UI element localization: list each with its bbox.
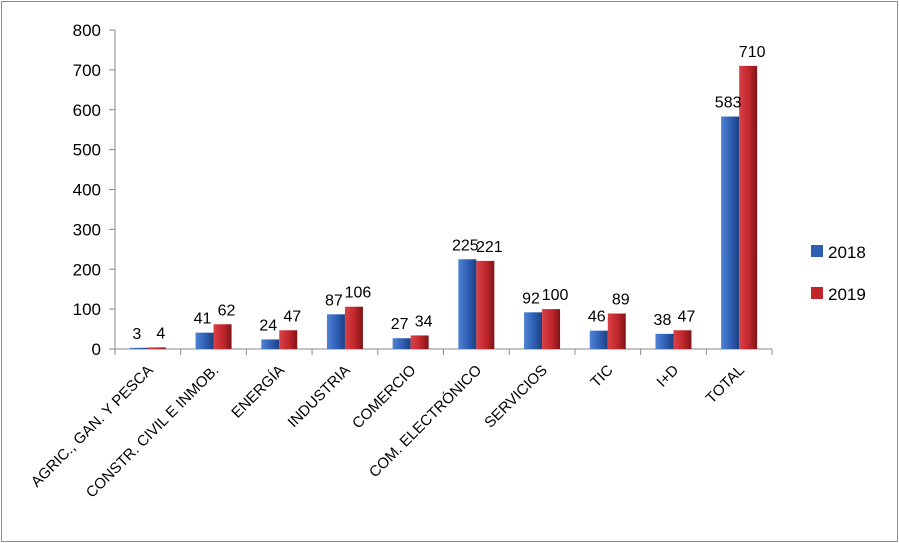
- data-label-2018: 583: [715, 95, 742, 112]
- data-label-2019: 62: [218, 302, 236, 319]
- data-label-2018: 27: [391, 316, 409, 333]
- bar-2019: [542, 309, 561, 349]
- bar-2019: [147, 347, 166, 349]
- data-label-2019: 710: [739, 44, 766, 61]
- bar-2018: [195, 332, 214, 349]
- x-category-label: TOTAL: [703, 362, 748, 407]
- y-tick-label: 800: [73, 21, 101, 40]
- y-tick-label: 200: [73, 260, 101, 279]
- y-tick-label: 600: [73, 101, 101, 120]
- x-category-label: COMERCIO: [349, 362, 419, 432]
- legend: 2018 2019: [811, 243, 866, 304]
- bar-2019: [344, 306, 363, 349]
- y-tick-label: 700: [73, 61, 101, 80]
- y-tick-label: 400: [73, 181, 101, 200]
- bars: [129, 65, 758, 349]
- x-category-label: AGRIC., GAN. Y PESCA: [28, 362, 157, 491]
- x-category-label: ENERGÍA: [228, 362, 288, 422]
- data-label-2018: 3: [132, 326, 141, 343]
- bar-2018: [655, 333, 674, 349]
- bar-2019: [410, 335, 429, 349]
- data-label-2018: 225: [452, 237, 479, 254]
- data-label-2019: 89: [612, 292, 630, 309]
- bar-2018: [589, 330, 608, 349]
- x-category-label: SERVICIOS: [481, 362, 551, 432]
- y-tick-label: 100: [73, 300, 101, 319]
- x-category-label: TIC: [587, 362, 616, 391]
- y-tick-label: 300: [73, 220, 101, 239]
- data-label-2018: 46: [588, 309, 606, 326]
- legend-label-2018: 2018: [828, 243, 866, 262]
- data-label-2018: 41: [194, 311, 212, 328]
- bar-2018: [524, 312, 543, 349]
- data-label-2018: 87: [325, 292, 343, 309]
- x-category-label: CONSTR. CIVIL E INMOB.: [83, 362, 223, 502]
- data-label-2019: 34: [415, 313, 433, 330]
- bar-2019: [673, 330, 692, 349]
- bar-2018: [326, 314, 345, 349]
- data-label-2019: 4: [156, 325, 165, 342]
- y-axis: 0 100 200 300 400 500 600 700 800: [73, 21, 116, 359]
- y-tick-label: 0: [92, 340, 101, 359]
- bar-2018: [392, 338, 411, 349]
- x-category-label: COM. ELECTRÓNICO: [366, 362, 485, 481]
- data-label-2019: 221: [476, 239, 503, 256]
- data-label-2019: 47: [678, 308, 696, 325]
- data-label-2018: 38: [654, 312, 672, 329]
- bar-2018: [261, 339, 280, 349]
- bar-2018: [129, 347, 148, 349]
- bar-2018: [458, 259, 477, 349]
- bar-2018: [721, 116, 740, 349]
- data-label-2019: 100: [542, 287, 569, 304]
- x-category-label: INDUSTRIA: [285, 362, 354, 431]
- bar-2019: [739, 65, 758, 349]
- legend-swatch-2018: [811, 245, 823, 257]
- bar-2019: [476, 260, 495, 349]
- data-label-2018: 92: [522, 290, 540, 307]
- data-label-2018: 24: [259, 317, 277, 334]
- bar-2019: [213, 324, 232, 349]
- bar-2019: [279, 330, 298, 349]
- data-label-2019: 106: [345, 285, 372, 302]
- bar-2019: [607, 313, 626, 349]
- legend-swatch-2019: [811, 287, 823, 299]
- legend-label-2019: 2019: [828, 285, 866, 304]
- x-category-label: I+D: [653, 362, 682, 391]
- data-label-2019: 47: [283, 308, 301, 325]
- y-tick-label: 500: [73, 141, 101, 160]
